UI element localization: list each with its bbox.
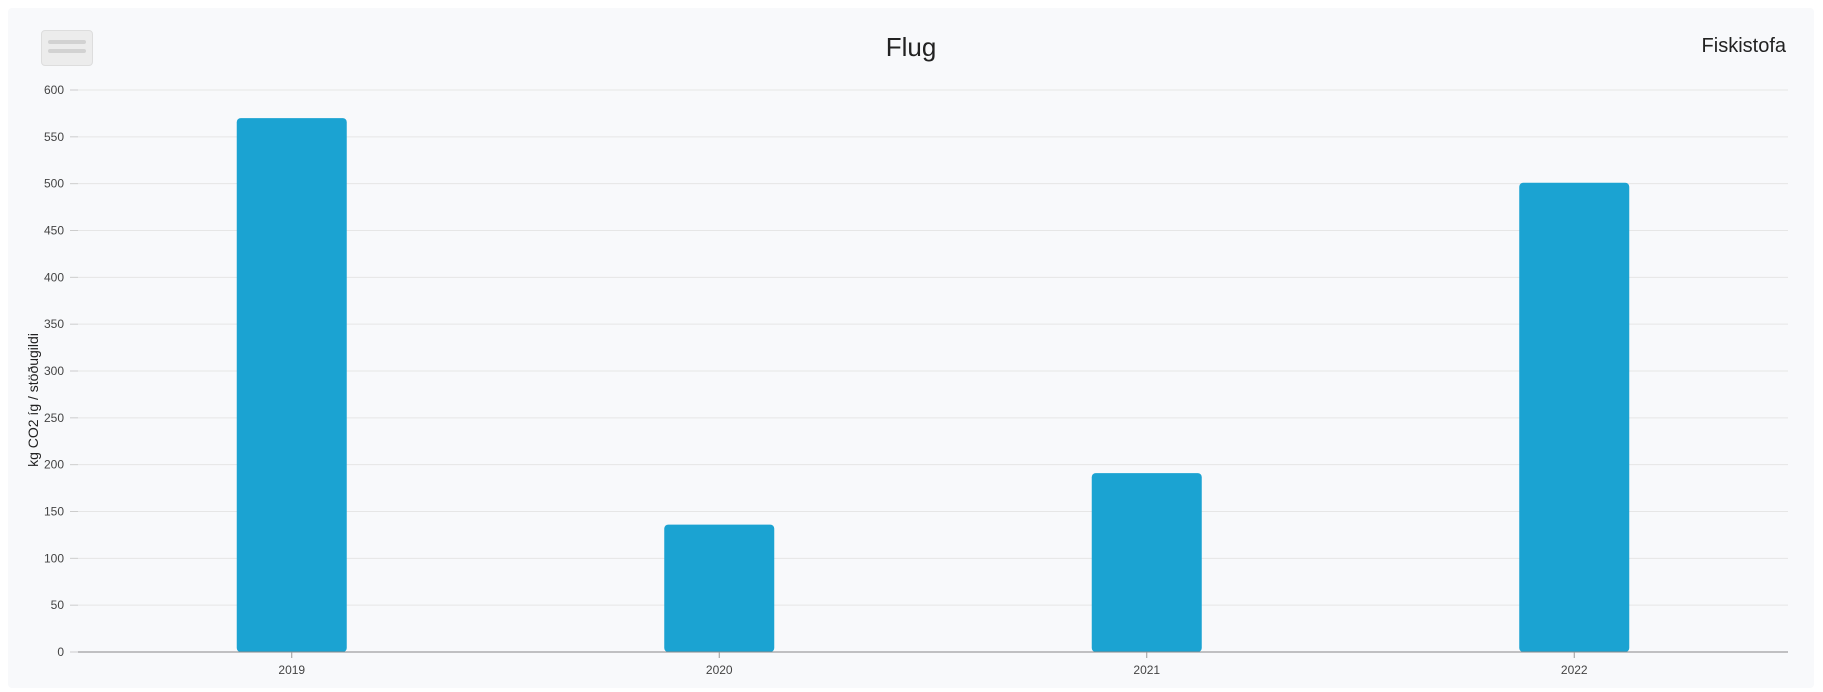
y-tick-label: 0 (57, 645, 64, 659)
chart-panel: Flug Fiskistofa 0 50 100 150 200 250 300 350 400… (8, 8, 1814, 688)
y-tick-label: 500 (44, 177, 64, 191)
bars (236, 118, 1630, 653)
y-tick-label: 200 (44, 458, 64, 472)
grid-lines (78, 89, 1788, 606)
y-tick-label: 100 (44, 551, 64, 565)
chart-title: Flug (885, 32, 937, 62)
bar-2019[interactable] (236, 118, 347, 653)
y-tick-label: 350 (44, 317, 64, 331)
x-tick-label: 2019 (278, 663, 305, 677)
menu-button[interactable] (41, 30, 93, 66)
y-tick-label: 600 (44, 83, 64, 97)
y-tick-label: 550 (44, 130, 64, 144)
organization-name: Fiskistofa (1701, 35, 1786, 57)
y-axis-title: kg CO2 íg / stöðugildi (25, 333, 41, 467)
y-tick-label: 300 (44, 364, 64, 378)
y-tick-label: 150 (44, 505, 64, 519)
y-tick-label: 250 (44, 411, 64, 425)
x-tick-label: 2020 (706, 663, 733, 677)
bar-2020[interactable] (664, 524, 775, 652)
x-axis-ticks: 2019 2020 2021 2022 (278, 652, 1588, 677)
y-tick-label: 450 (44, 224, 64, 238)
y-tick-label: 50 (51, 598, 65, 612)
x-tick-label: 2021 (1133, 663, 1160, 677)
y-tick-label: 400 (44, 270, 64, 284)
bar-chart: 0 50 100 150 200 250 300 350 400 450 500 550 600 201… (25, 83, 1788, 677)
bar-2021[interactable] (1091, 473, 1202, 652)
y-axis-ticks: 0 50 100 150 200 250 300 350 400 450 500 550 600 (44, 83, 78, 659)
x-tick-label: 2022 (1561, 663, 1588, 677)
bar-2022[interactable] (1519, 182, 1630, 653)
